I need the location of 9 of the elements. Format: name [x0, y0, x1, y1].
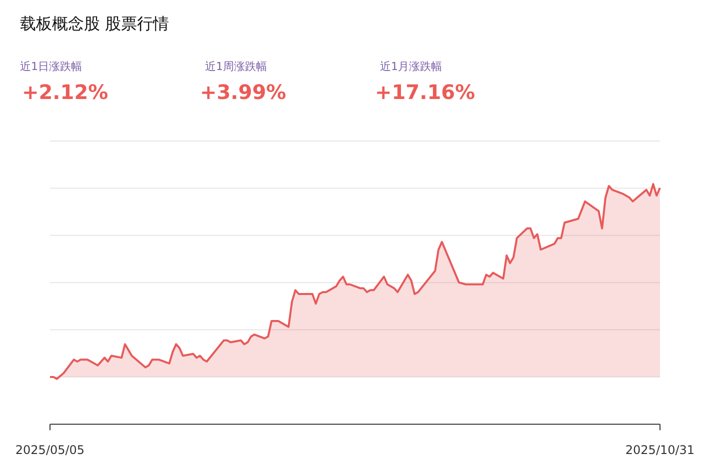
x-tick-label: 2025/05/05: [15, 443, 85, 458]
text: 近1周涨跌幅: [205, 60, 267, 73]
text: +17.16%: [375, 80, 476, 104]
text: 近1月涨跌幅: [380, 60, 442, 73]
x-tick-label: 2025/10/31: [625, 443, 695, 458]
chart-title: 载板概念股 股票行情: [20, 14, 170, 33]
text: +3.99%: [200, 80, 286, 104]
text: +2.12%: [22, 80, 108, 104]
text: 近1日涨跌幅: [20, 60, 82, 73]
